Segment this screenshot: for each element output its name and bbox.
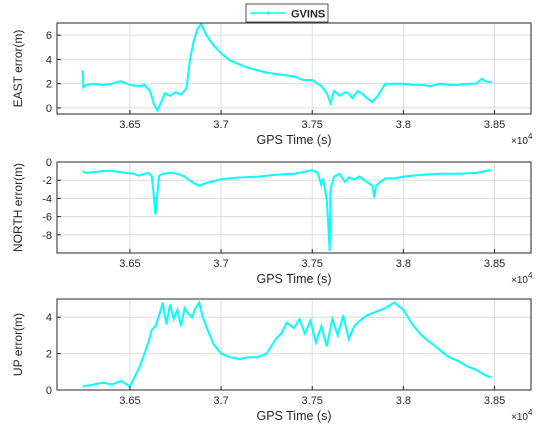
legend-marker bbox=[266, 11, 270, 15]
east-ytick-label: 6 bbox=[46, 30, 52, 42]
east-ylabel: EAST error(m) bbox=[11, 30, 25, 108]
east-ticks: 3.65 3.7 3.75 3.8 3.85 0 2 4 6 bbox=[46, 30, 505, 131]
up-xtick-label: 3.65 bbox=[119, 395, 140, 407]
up-x-exponent: ×104 bbox=[511, 408, 533, 423]
east-xtick-label: 3.85 bbox=[484, 119, 505, 131]
north-xtick-label: 3.65 bbox=[119, 258, 140, 270]
up-ytick-label: 4 bbox=[46, 312, 52, 324]
east-error-panel: 3.65 3.7 3.75 3.8 3.85 0 2 4 6 GPS Time (s) EAST… bbox=[11, 22, 533, 147]
east-x-exponent-base: ×10 bbox=[511, 136, 528, 147]
north-ytick-label: -2 bbox=[42, 175, 52, 187]
east-ytick-label: 2 bbox=[46, 79, 52, 91]
up-error-panel: 3.65 3.7 3.75 3.8 3.85 0 2 4 GPS Time (s) UP er… bbox=[11, 298, 533, 423]
up-ticks: 3.65 3.7 3.75 3.8 3.85 0 2 4 bbox=[46, 312, 505, 407]
north-error-panel: 3.65 3.7 3.75 3.8 3.85 -8 -6 -4 -2 0 GPS Time (s)… bbox=[11, 157, 533, 286]
north-gvins-line bbox=[82, 169, 492, 252]
legend-box bbox=[245, 3, 329, 23]
north-xtick-label: 3.85 bbox=[484, 258, 505, 270]
north-ytick-label: -6 bbox=[42, 212, 52, 224]
north-ylabel: NORTH error(m) bbox=[11, 163, 25, 252]
north-x-exponent-power: 4 bbox=[528, 271, 533, 280]
north-axes-frame bbox=[56, 161, 532, 254]
east-xtick-label: 3.8 bbox=[396, 119, 411, 131]
north-xtick-label: 3.75 bbox=[302, 258, 323, 270]
north-x-exponent-base: ×10 bbox=[511, 275, 528, 286]
up-xtick-label: 3.85 bbox=[484, 395, 505, 407]
up-ytick-label: 2 bbox=[46, 349, 52, 361]
up-x-exponent-power: 4 bbox=[528, 408, 533, 417]
up-ytick-label: 0 bbox=[46, 385, 52, 397]
north-xtick-label: 3.7 bbox=[213, 258, 228, 270]
up-xlabel: GPS Time (s) bbox=[256, 409, 331, 423]
up-xtick-label: 3.7 bbox=[213, 395, 228, 407]
east-x-exponent: ×104 bbox=[511, 132, 533, 147]
east-gvins-line bbox=[81, 22, 492, 113]
east-xtick-label: 3.75 bbox=[302, 119, 323, 131]
north-xlabel: GPS Time (s) bbox=[256, 272, 331, 286]
up-gvins-line bbox=[82, 300, 492, 388]
north-x-exponent: ×104 bbox=[511, 271, 533, 286]
north-ytick-label: 0 bbox=[46, 157, 52, 169]
north-ticks: 3.65 3.7 3.75 3.8 3.85 -8 -6 -4 -2 0 bbox=[42, 157, 505, 270]
east-xtick-label: 3.65 bbox=[119, 119, 140, 131]
east-axes-frame bbox=[56, 22, 532, 115]
north-grid bbox=[57, 161, 531, 253]
up-xtick-label: 3.8 bbox=[396, 395, 411, 407]
north-ytick-label: -8 bbox=[42, 230, 52, 242]
north-xtick-label: 3.8 bbox=[396, 258, 411, 270]
up-ylabel: UP error(m) bbox=[11, 313, 25, 376]
legend: GVINS bbox=[245, 3, 329, 23]
east-xtick-label: 3.7 bbox=[213, 119, 228, 131]
east-grid bbox=[57, 23, 531, 114]
east-x-exponent-power: 4 bbox=[528, 132, 533, 141]
legend-label: GVINS bbox=[291, 9, 325, 21]
up-x-exponent-base: ×10 bbox=[511, 412, 528, 423]
north-ytick-label: -4 bbox=[42, 193, 52, 205]
east-ytick-label: 0 bbox=[46, 103, 52, 115]
east-ytick-label: 4 bbox=[46, 54, 52, 66]
up-axes-frame bbox=[56, 298, 532, 391]
up-xtick-label: 3.75 bbox=[302, 395, 323, 407]
up-grid bbox=[57, 299, 531, 391]
east-xlabel: GPS Time (s) bbox=[256, 133, 331, 147]
